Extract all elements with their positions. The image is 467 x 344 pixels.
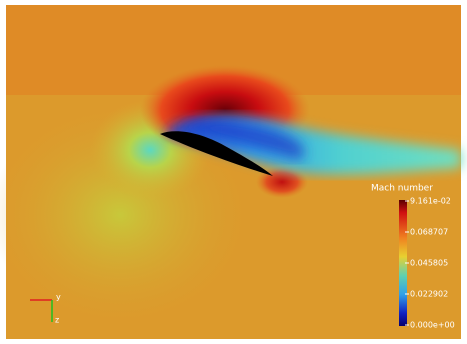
triad-label: y: [56, 293, 61, 302]
colorbar-label: 0.045805: [410, 259, 448, 268]
colorbar-label: 0.068707: [410, 228, 448, 237]
colorbar-label: 9.161e-02: [410, 197, 451, 206]
colorbar-label: 0.022902: [410, 290, 448, 299]
colorbar-label: 0.000e+00: [410, 321, 455, 330]
visualization: y z Mach number 9.161e-02 0.068707 0.04580…: [0, 0, 467, 344]
triad-label: z: [55, 316, 59, 325]
colorbar-title: Mach number: [371, 184, 433, 194]
page: {"colorbar": {"title": "Mach number", "l…: [0, 0, 467, 344]
